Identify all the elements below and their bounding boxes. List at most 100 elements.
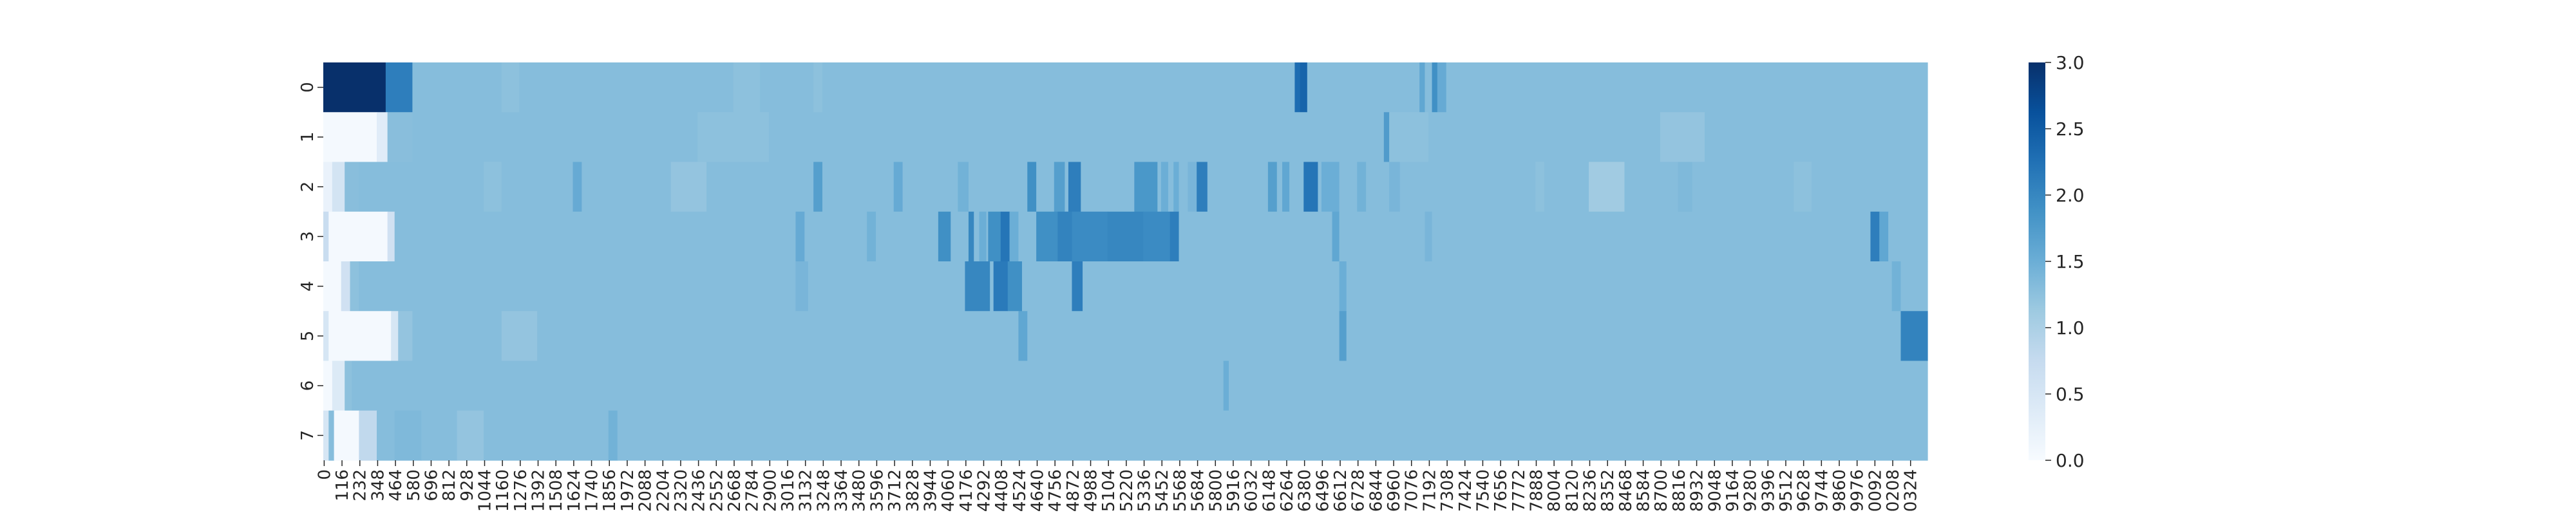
heatmap-cell (1027, 311, 1340, 362)
heatmap-cell (1535, 162, 1545, 212)
x-tick-label: 0324 (1902, 469, 1921, 512)
heatmap-cell (1057, 211, 1073, 262)
heatmap-cell (1399, 162, 1536, 212)
heatmap-cell (768, 112, 1385, 163)
heatmap-cell (1389, 162, 1401, 212)
heatmap-cell (1879, 211, 1889, 262)
x-tick-label: 0208 (1884, 469, 1903, 512)
x-tick-label: 1276 (511, 469, 531, 512)
heatmap-cell (359, 261, 797, 312)
x-tick-label: 3480 (850, 469, 869, 512)
heatmap-cell (1173, 162, 1180, 212)
x-tick-label: 0 (315, 469, 334, 480)
heatmap-cell (1357, 162, 1367, 212)
heatmap-cell (1157, 162, 1162, 212)
x-tick-label: 9628 (1795, 469, 1814, 512)
heatmap-cell (421, 410, 458, 461)
heatmap-cell (323, 112, 377, 163)
x-tick-label: 5684 (1189, 469, 1208, 512)
heatmap-cell (537, 311, 1019, 362)
x-tick-label: 4988 (1082, 469, 1101, 512)
x-tick-label: 1740 (583, 469, 602, 512)
x-tick-label: 7888 (1527, 469, 1546, 512)
x-tick-label: 8584 (1634, 469, 1654, 512)
x-tick-label: 9164 (1723, 469, 1743, 512)
heatmap-cell (1009, 211, 1019, 262)
heatmap-cells (323, 62, 1928, 461)
heatmap-cell (1143, 211, 1171, 262)
colorbar-tick-label: 1.5 (2056, 251, 2085, 272)
y-tick-label: 4 (298, 281, 317, 292)
x-tick-label: 6032 (1242, 469, 1262, 512)
x-tick-label: 3016 (779, 469, 798, 512)
y-tick-label: 3 (298, 231, 317, 242)
x-tick-label: 2900 (761, 469, 780, 512)
heatmap-cell (1366, 162, 1390, 212)
x-tick-label: 9744 (1812, 469, 1832, 512)
heatmap-cell (1307, 62, 1420, 113)
x-tick-label: 3712 (886, 469, 905, 512)
heatmap-cell (501, 162, 574, 212)
x-tick-label: 1508 (547, 469, 566, 512)
x-tick-label: 232 (351, 469, 370, 501)
heatmap-cell (951, 211, 969, 262)
x-tick-label: 1160 (493, 469, 513, 512)
heatmap-cell (1007, 261, 1023, 312)
x-tick-label: 0092 (1866, 469, 1885, 512)
x-tick-label: 1624 (565, 469, 584, 512)
x-tick-label: 4292 (974, 469, 994, 512)
heatmap-cell (1692, 162, 1795, 212)
heatmap-cell (1170, 211, 1180, 262)
heatmap-cell (323, 211, 329, 262)
heatmap-cell (1794, 162, 1812, 212)
x-tick-label: 3132 (797, 469, 816, 512)
heatmap-cell (893, 162, 904, 212)
heatmap-cell (1446, 62, 1928, 113)
x-tick-label: 2088 (636, 469, 656, 512)
heatmap-cell (1072, 261, 1083, 312)
heatmap-cell (323, 162, 333, 212)
x-tick-label: 4176 (957, 469, 976, 512)
heatmap-cell (1332, 211, 1340, 262)
heatmap-cell (1437, 62, 1447, 113)
x-tick-label: 1856 (600, 469, 620, 512)
x-tick-label: 5220 (1117, 469, 1137, 512)
x-tick-label: 7424 (1456, 469, 1475, 512)
heatmap-cell (412, 112, 698, 163)
x-tick-label: 8468 (1616, 469, 1636, 512)
heatmap-cell (1081, 162, 1135, 212)
heatmap-cell (332, 360, 345, 411)
heatmap-cell (1021, 261, 1073, 312)
y-tick-label: 6 (298, 380, 317, 391)
heatmap-cell (1188, 162, 1197, 212)
x-tick-label: 3596 (867, 469, 887, 512)
heatmap-cell (1339, 162, 1358, 212)
x-tick-label: 9860 (1830, 469, 1850, 512)
x-tick-label: 5336 (1135, 469, 1155, 512)
x-tick-label: 8700 (1652, 469, 1671, 512)
heatmap-cell (1678, 162, 1693, 212)
heatmap-cell (350, 261, 359, 312)
x-tick-label: 6264 (1278, 469, 1297, 512)
heatmap-cell (332, 162, 345, 212)
heatmap-cell (1065, 162, 1069, 212)
heatmap-cell (1168, 162, 1174, 212)
heatmap-cell (990, 261, 994, 312)
y-tick-label: 7 (298, 430, 317, 441)
heatmap-cell (1346, 261, 1893, 312)
heatmap-cell (697, 112, 770, 163)
heatmap-cell (993, 261, 1009, 312)
y-axis-ticks: 0 1 2 3 4 5 6 7 (298, 82, 323, 441)
heatmap-cell (760, 62, 814, 113)
x-tick-label: 116 (333, 469, 352, 501)
heatmap-cell (1428, 112, 1661, 163)
heatmap-cell (617, 410, 1928, 461)
heatmap-cell (1870, 211, 1880, 262)
x-tick-label: 6960 (1385, 469, 1404, 512)
heatmap-cell (813, 162, 823, 212)
heatmap-cell (1036, 162, 1055, 212)
x-tick-label: 6844 (1367, 469, 1386, 512)
x-tick-label: 4060 (939, 469, 958, 512)
heatmap-cell (323, 410, 329, 461)
heatmap-cell (1179, 162, 1188, 212)
